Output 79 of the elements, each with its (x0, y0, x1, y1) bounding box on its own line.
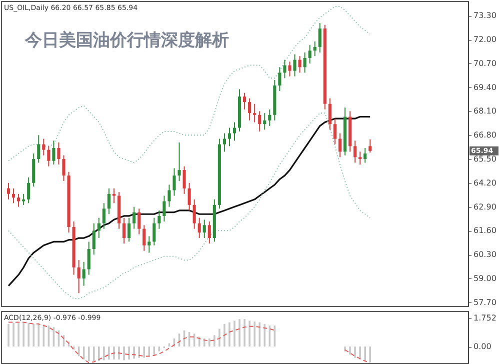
candlestick (17, 193, 20, 208)
y-tick-label: 65.50 (474, 154, 496, 164)
y-tick-label: 1.752 (474, 314, 496, 323)
candlestick (152, 217, 156, 246)
y-tick-label: 61.60 (474, 226, 496, 236)
candlestick (158, 210, 161, 230)
candlestick (248, 98, 252, 121)
candlestick (22, 193, 26, 206)
candlestick (358, 151, 362, 166)
candlestick (57, 142, 60, 166)
candlestick (112, 188, 116, 204)
y-tick-label: 68.10 (474, 106, 496, 116)
candlestick (338, 132, 342, 158)
candlestick (313, 40, 316, 57)
candlestick (168, 184, 171, 208)
candlestick (37, 134, 40, 164)
candlestick (162, 195, 166, 222)
candlestick (303, 52, 306, 74)
candlestick (102, 202, 106, 230)
candlestick (364, 147, 367, 164)
candlestick (263, 112, 266, 130)
candlestick (192, 198, 196, 230)
candlestick (278, 66, 282, 92)
candlestick (208, 220, 211, 244)
candlestick (138, 208, 141, 235)
candlestick (132, 206, 136, 230)
y-tick-label: 62.90 (474, 202, 496, 212)
candlestick (128, 217, 131, 242)
y-tick-label: 59.00 (474, 274, 496, 283)
candlestick (328, 98, 332, 130)
y-tick-label: 69.40 (474, 82, 496, 92)
candlestick (12, 188, 16, 204)
candlestick (288, 61, 292, 77)
candlestick (47, 146, 50, 167)
y-tick-label: 73.30 (474, 11, 496, 20)
candlestick (52, 140, 56, 166)
candlestick (232, 122, 236, 142)
candlestick (188, 182, 191, 211)
candlestick (92, 222, 96, 256)
candlestick (97, 217, 100, 239)
candlestick (32, 153, 36, 188)
y-tick-label: 70.70 (474, 58, 496, 68)
candlestick (42, 138, 46, 156)
candlestick (82, 261, 86, 286)
candlestick (62, 154, 66, 182)
y-tick-label: 64.20 (474, 178, 496, 188)
candlestick (298, 56, 302, 74)
y-tick-label: 66.80 (474, 130, 496, 140)
candlestick (6, 182, 10, 200)
candlestick (318, 22, 322, 53)
candlestick (308, 44, 312, 64)
candlestick (182, 166, 186, 194)
candlestick (148, 236, 151, 254)
candlestick (228, 127, 232, 147)
candlestick (222, 132, 226, 152)
y-tick-label: 60.30 (474, 250, 496, 260)
candlestick (258, 110, 262, 132)
text: 今日美国油价行情深度解析 (24, 30, 230, 51)
candlestick (198, 217, 201, 239)
candlestick (178, 142, 181, 182)
candlestick (293, 54, 296, 77)
candlestick (202, 219, 206, 239)
candlestick (353, 140, 357, 164)
y-tick-label: 57.70 (474, 298, 496, 307)
candlestick (107, 188, 110, 215)
candlestick (283, 59, 286, 79)
candlestick (243, 92, 246, 110)
candlestick (122, 217, 126, 244)
candlestick (77, 260, 80, 294)
candlestick (333, 118, 336, 145)
y-tick-label: 0.00 (474, 342, 492, 352)
candlestick (87, 241, 90, 276)
y-tick-label: 72.00 (474, 35, 496, 44)
candlestick (27, 176, 30, 204)
candlestick (142, 224, 146, 252)
candlestick (368, 138, 372, 154)
candlestick (253, 103, 256, 123)
candlestick (172, 168, 176, 196)
candlestick (268, 108, 272, 126)
